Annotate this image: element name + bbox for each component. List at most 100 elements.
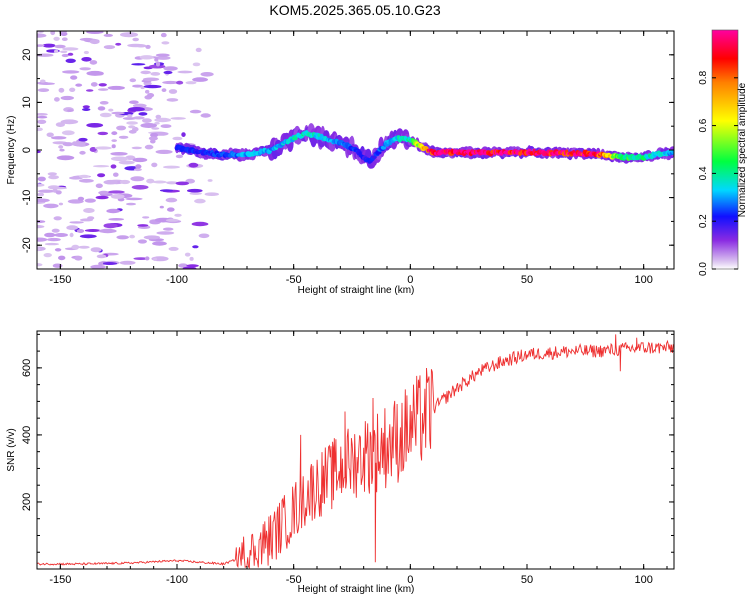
noise-blob <box>77 144 86 147</box>
noise-blob <box>177 70 193 74</box>
noise-blob <box>97 173 106 178</box>
noise-blob <box>134 168 142 172</box>
noise-blob <box>103 33 114 37</box>
noise-blob <box>155 61 161 67</box>
noise-blob <box>200 72 214 77</box>
noise-blob <box>61 53 69 58</box>
noise-blob <box>37 113 48 116</box>
noise-blob <box>37 127 43 132</box>
noise-blob <box>187 188 203 193</box>
noise-blob <box>53 36 60 41</box>
noise-blob <box>44 232 56 238</box>
noise-blob <box>145 44 151 49</box>
noise-blob <box>159 205 164 209</box>
noise-blob <box>152 180 167 184</box>
noise-blob <box>168 246 179 251</box>
noise-blob <box>195 47 202 53</box>
noise-blob <box>37 115 48 119</box>
noise-blob <box>60 95 74 101</box>
noise-blob <box>142 118 152 123</box>
noise-blob <box>129 100 139 104</box>
noise-blob <box>86 31 104 34</box>
y-tick-label: 0 <box>21 147 33 153</box>
noise-blob <box>86 89 94 92</box>
noise-blob <box>98 88 109 91</box>
noise-blob <box>67 52 74 56</box>
noise-blob <box>98 83 107 87</box>
noise-blob <box>53 216 62 221</box>
x-tick-label: 0 <box>407 274 413 286</box>
noise-blob <box>84 198 97 203</box>
noise-blob <box>142 216 150 219</box>
noise-blob <box>66 225 79 231</box>
noise-blob <box>184 252 191 257</box>
y-tick-label: 200 <box>21 493 33 511</box>
noise-blob <box>165 218 179 222</box>
noise-blob <box>82 108 91 111</box>
noise-blob <box>79 234 97 239</box>
noise-blob <box>113 172 119 177</box>
noise-blob <box>55 190 62 195</box>
noise-blob <box>129 78 137 83</box>
spectrogram-ylabel: Frequency (Hz) <box>6 116 17 185</box>
noise-blob <box>78 178 94 183</box>
noise-blob <box>58 202 64 206</box>
noise-blob <box>62 142 74 147</box>
noise-blob <box>139 55 154 60</box>
noise-blob <box>189 256 194 261</box>
x-tick-label: 100 <box>634 274 652 286</box>
noise-blob <box>132 157 148 163</box>
noise-blob <box>186 264 199 268</box>
noise-blob <box>111 139 117 143</box>
noise-blob <box>84 229 101 232</box>
noise-blob <box>128 129 137 134</box>
noise-blob <box>61 37 68 41</box>
noise-blob <box>47 237 61 242</box>
noise-blob <box>151 162 158 168</box>
noise-blob <box>90 247 102 253</box>
x-tick-label: 50 <box>521 574 533 586</box>
noise-blob <box>127 43 145 48</box>
noise-blob <box>192 77 209 82</box>
noise-blob <box>79 218 94 222</box>
noise-blob <box>118 160 135 165</box>
noise-blob <box>131 63 146 66</box>
noise-blob <box>103 223 118 229</box>
noise-blob <box>38 189 55 193</box>
noise-blob <box>54 233 68 237</box>
ridge-mark <box>671 150 674 155</box>
noise-blob <box>78 137 88 142</box>
noise-blob <box>37 225 45 229</box>
noise-blob <box>140 70 151 75</box>
noise-blob <box>58 255 66 261</box>
noise-blob <box>131 185 149 190</box>
noise-blob <box>138 112 148 116</box>
noise-blob <box>42 43 56 48</box>
noise-blob <box>37 88 50 92</box>
noise-blob <box>54 97 60 102</box>
y-tick-label: 400 <box>21 426 33 444</box>
noise-blob <box>153 257 158 261</box>
noise-blob <box>95 195 109 200</box>
x-tick-label: -100 <box>166 574 188 586</box>
noise-blob <box>155 114 162 119</box>
noise-blob <box>74 255 83 261</box>
noise-blob <box>126 114 133 118</box>
noise-blob <box>37 33 47 38</box>
noise-blob <box>56 155 75 161</box>
noise-blob <box>162 80 179 85</box>
noise-blob <box>93 165 110 168</box>
noise-blob <box>60 50 68 54</box>
x-tick-label: -100 <box>166 274 188 286</box>
noise-blob <box>191 221 209 227</box>
noise-blob <box>103 45 116 50</box>
noise-blob <box>150 72 161 76</box>
noise-blob <box>50 136 67 140</box>
noise-blob <box>175 154 183 159</box>
y-tick-label: 600 <box>21 359 33 377</box>
snr-axes: -150 -100 -50 0 50 100 200 400 600 <box>21 331 674 586</box>
noise-blob <box>72 141 78 145</box>
noise-blob <box>51 228 60 233</box>
noise-blob <box>86 123 104 128</box>
